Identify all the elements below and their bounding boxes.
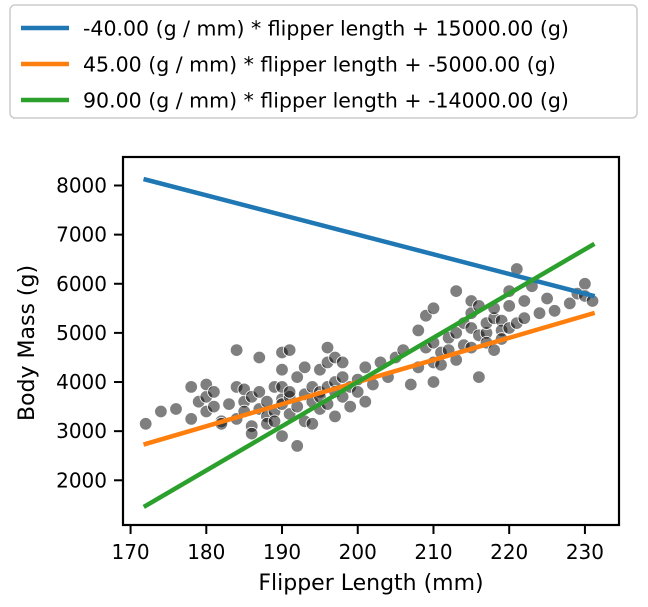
scatter-point (207, 385, 221, 399)
x-tick-label: 230 (566, 540, 604, 564)
y-tick-label: 2000 (56, 468, 107, 492)
scatter-point (472, 370, 486, 384)
scatter-point (411, 323, 426, 338)
scatter-point (343, 399, 357, 414)
scatter-point (532, 306, 547, 320)
scatter-point (358, 360, 373, 375)
scatter-point (426, 375, 441, 389)
x-tick-label: 190 (263, 540, 301, 564)
scatter-point (154, 404, 168, 419)
scatter-point (351, 385, 365, 399)
scatter-point (335, 370, 350, 384)
y-tick-label: 5000 (56, 321, 107, 345)
scatter-point (298, 360, 312, 375)
x-tick-label: 180 (187, 540, 225, 564)
y-tick-label: 4000 (56, 370, 107, 394)
scatter-point (275, 429, 289, 443)
scatter-point (252, 350, 266, 365)
y-tick-label: 3000 (56, 419, 107, 443)
scatter-point (547, 304, 562, 318)
scatter-point (222, 397, 236, 411)
scatter-point (540, 291, 554, 306)
scatter-point (229, 343, 244, 357)
scatter-point (517, 294, 532, 308)
y-tick-label: 8000 (56, 173, 107, 197)
y-axis-title: Body Mass (g) (15, 265, 40, 421)
x-tick-label: 200 (339, 540, 377, 564)
scatter-point (578, 277, 592, 291)
x-axis-title: Flipper Length (mm) (258, 571, 483, 596)
scatter-point (426, 301, 441, 316)
scatter-point (252, 385, 266, 399)
scatter-point (169, 402, 183, 416)
scatter-point (517, 311, 532, 325)
scatter-point (290, 439, 304, 453)
scatter-point (244, 426, 259, 441)
scatter-point (184, 412, 198, 426)
legend-label-1: -40.00 (g / mm) * flipper length + 15000… (83, 17, 569, 41)
scatter-point (184, 380, 198, 394)
legend: -40.00 (g / mm) * flipper length + 15000… (9, 4, 638, 119)
legend-frame (9, 4, 638, 119)
scatter-point (335, 355, 350, 370)
legend-label-2: 45.00 (g / mm) * flipper length + -5000.… (83, 53, 556, 77)
scatter-point (404, 377, 418, 392)
scatter-point (290, 370, 304, 384)
scatter-point (358, 395, 373, 409)
scatter-point (305, 417, 320, 431)
scatter-point (138, 417, 153, 431)
y-tick-label: 6000 (56, 272, 107, 296)
series-line-2 (142, 310, 596, 447)
scatter-point (207, 399, 221, 414)
scatter-point (563, 296, 577, 311)
series-line-3 (142, 241, 596, 509)
y-tick-label: 7000 (56, 223, 107, 247)
scatter-point (282, 343, 297, 357)
series-line-1 (142, 176, 596, 299)
x-tick-label: 220 (490, 540, 528, 564)
x-tick-label: 210 (414, 540, 452, 564)
scatter-point (328, 409, 342, 424)
scatter-point (282, 385, 297, 399)
scatter-point (502, 299, 516, 313)
plot-frame (121, 155, 621, 527)
plot-area: 170 180 190 200 210 220 230 2000 3000 4000 5000 60… (56, 155, 621, 564)
legend-label-3: 90.00 (g / mm) * flipper length + -14000… (83, 89, 569, 113)
scatter-point (320, 340, 335, 355)
scatter-point (275, 363, 289, 377)
x-tick-label: 170 (111, 540, 149, 564)
scatter-point (449, 284, 463, 298)
scatter-point (267, 414, 282, 429)
